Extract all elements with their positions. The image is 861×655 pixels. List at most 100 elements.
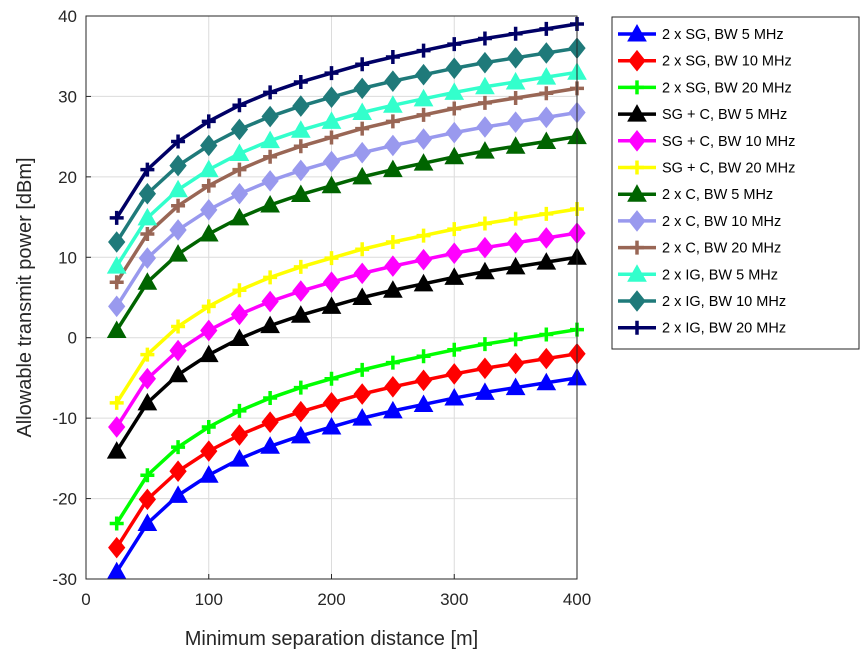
data-point	[168, 179, 188, 198]
data-point	[232, 162, 247, 177]
series-layer	[106, 17, 587, 580]
data-point	[293, 74, 308, 89]
data-point	[506, 111, 525, 133]
data-point	[477, 216, 492, 231]
data-point	[229, 143, 250, 162]
data-point	[324, 371, 339, 386]
data-point	[539, 86, 554, 101]
data-point	[536, 67, 557, 85]
data-point	[476, 357, 494, 380]
y-axis-label: Allowable transmit power [dBm]	[14, 157, 36, 437]
x-tick-label: 300	[440, 590, 468, 609]
data-point	[352, 287, 373, 305]
series-4	[106, 247, 587, 459]
data-point	[413, 88, 434, 107]
data-point	[230, 303, 249, 326]
data-point	[260, 436, 280, 454]
data-point	[108, 295, 126, 318]
series-line	[115, 327, 578, 525]
data-point	[169, 154, 187, 177]
data-point	[293, 259, 308, 274]
data-point	[232, 98, 247, 113]
tick-labels: 0 100 200 300 400 -30 -20 -10 0 10 20 30 40	[52, 7, 591, 609]
data-point	[385, 50, 400, 65]
data-point	[108, 231, 126, 253]
series-8	[108, 101, 586, 318]
legend-marker	[630, 240, 644, 255]
data-point	[198, 223, 219, 242]
data-point	[169, 219, 187, 241]
data-point	[505, 377, 526, 396]
data-point	[292, 280, 310, 302]
legend-label: SG + C, BW 20 MHz	[662, 161, 795, 177]
x-tick-label: 100	[195, 590, 223, 609]
data-point	[263, 149, 278, 164]
data-point	[200, 319, 218, 342]
data-point	[539, 206, 554, 221]
data-point	[384, 70, 402, 92]
data-point	[385, 235, 400, 250]
legend-entry: 2 x SG, BW 5 MHz	[618, 23, 784, 43]
data-point	[137, 392, 158, 411]
legend-marker	[627, 23, 647, 42]
data-point	[416, 228, 431, 243]
x-tick-label: 0	[81, 590, 90, 609]
data-point	[508, 211, 523, 226]
legend-entry: 2 x IG, BW 5 MHz	[618, 264, 778, 283]
data-point	[384, 255, 402, 277]
data-point	[140, 347, 155, 362]
data-point	[290, 184, 311, 203]
data-point	[385, 355, 400, 370]
legend-label: 2 x C, BW 20 MHz	[662, 241, 781, 257]
data-point	[383, 400, 403, 419]
legend: 2 x SG, BW 5 MHz 2 x SG, BW 10 MHz 2 x SG,…	[611, 16, 860, 350]
data-point	[138, 488, 157, 511]
x-tick-label: 200	[317, 590, 345, 609]
data-point	[198, 465, 219, 483]
data-point	[505, 71, 526, 90]
legend-entry: 2 x SG, BW 10 MHz	[618, 49, 792, 72]
legend-marker	[630, 160, 644, 175]
data-point	[263, 391, 278, 406]
legend-entry: 2 x IG, BW 10 MHz	[618, 290, 786, 312]
data-point	[290, 425, 311, 444]
legend-label: 2 x SG, BW 5 MHz	[662, 27, 784, 43]
legend-label: 2 x IG, BW 20 MHz	[662, 321, 786, 337]
series-line	[115, 376, 578, 573]
series-9	[109, 81, 584, 290]
data-point	[261, 411, 279, 433]
data-point	[261, 105, 279, 128]
data-point	[444, 267, 465, 285]
data-point	[353, 383, 371, 405]
y-tick-label: -10	[52, 409, 77, 428]
legend-entry: 2 x C, BW 5 MHz	[618, 184, 773, 203]
data-point	[109, 275, 124, 290]
data-point	[383, 95, 403, 113]
data-point	[232, 283, 247, 298]
data-point	[384, 134, 402, 157]
data-point	[414, 63, 433, 86]
data-point	[260, 194, 280, 213]
data-point	[261, 170, 279, 192]
data-point	[413, 153, 434, 171]
data-point	[201, 419, 216, 434]
data-point	[416, 107, 431, 122]
data-point	[168, 244, 188, 262]
data-point	[352, 102, 373, 121]
legend-entry: 2 x IG, BW 20 MHz	[618, 320, 786, 337]
legend-marker	[628, 290, 646, 312]
data-point	[171, 440, 186, 455]
data-point	[477, 337, 492, 352]
legend-marker	[630, 80, 644, 95]
legend-marker	[630, 320, 644, 335]
data-point	[355, 121, 370, 136]
data-point	[508, 91, 523, 106]
legend-marker	[628, 129, 646, 152]
data-point	[539, 21, 554, 36]
data-point	[106, 256, 127, 274]
legend-label: SG + C, BW 10 MHz	[662, 134, 795, 150]
data-point	[137, 272, 158, 290]
data-point	[168, 485, 188, 503]
data-point	[106, 441, 127, 459]
series-line	[115, 207, 578, 404]
